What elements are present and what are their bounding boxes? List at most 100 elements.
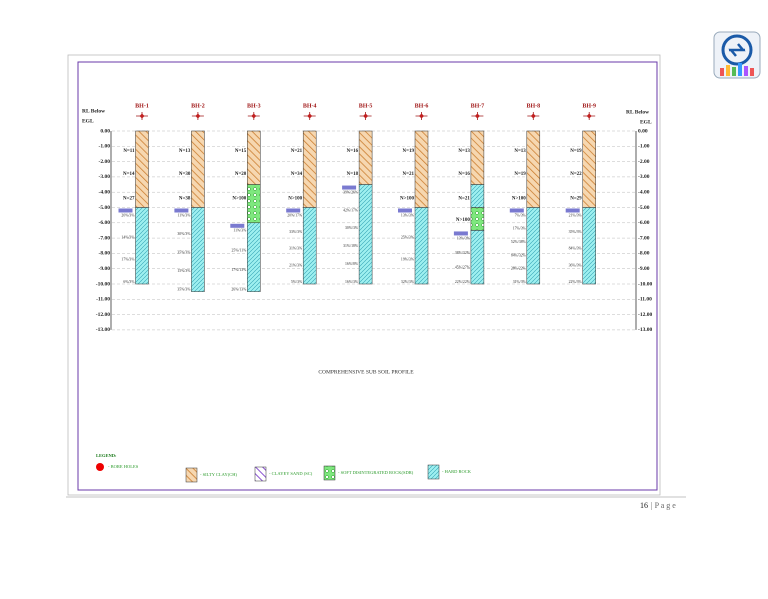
depth-label: -6.00 bbox=[99, 220, 111, 226]
legend-swatch bbox=[427, 464, 440, 480]
n-value: N>100 bbox=[512, 196, 526, 201]
rock-badge bbox=[342, 185, 357, 190]
n-value: N=19 bbox=[570, 149, 582, 154]
borehole-marker bbox=[251, 113, 257, 119]
lab-note: 11%/3% bbox=[233, 229, 247, 233]
lab-note: 38%/32% bbox=[455, 251, 471, 255]
n-value: N=19 bbox=[514, 172, 526, 177]
lab-note: 28%/22% bbox=[511, 267, 527, 271]
lab-note: 19%/3% bbox=[401, 258, 415, 262]
depth-label: -5.00 bbox=[638, 205, 650, 211]
n-value: N>100 bbox=[232, 196, 246, 201]
lab-note: 7%/3% bbox=[515, 213, 527, 217]
legend-borehole-symbol bbox=[96, 463, 104, 471]
lab-note: 16%/8% bbox=[345, 262, 359, 266]
lab-note: 22%/3% bbox=[569, 280, 583, 284]
rock-badge bbox=[230, 223, 245, 228]
lab-note: 20%/3% bbox=[121, 213, 135, 217]
logo bbox=[713, 31, 761, 79]
rock-badge bbox=[398, 208, 412, 213]
soil-layer bbox=[191, 130, 205, 208]
legend-swatch bbox=[323, 465, 336, 481]
lab-note: 14%/3% bbox=[121, 236, 135, 240]
lab-note: 84%/32% bbox=[511, 253, 527, 257]
depth-label: -2.00 bbox=[99, 159, 111, 165]
borehole-name: BH-9 bbox=[582, 103, 596, 109]
n-value: N=21 bbox=[403, 172, 415, 177]
rl-label: RL Below bbox=[82, 108, 105, 114]
page-word: | P a g e bbox=[651, 501, 676, 510]
soil-layer bbox=[247, 130, 261, 185]
lab-note: 26%/13% bbox=[231, 288, 247, 292]
lab-note: 35%/3% bbox=[569, 230, 583, 234]
borehole-name: BH-8 bbox=[526, 103, 540, 109]
soil-layer bbox=[470, 130, 485, 185]
n-value: N=27 bbox=[123, 196, 135, 201]
rock-badge bbox=[453, 231, 468, 236]
borehole-name: BH-1 bbox=[135, 103, 149, 109]
depth-label: -1.00 bbox=[99, 144, 111, 150]
n-value: N=21 bbox=[291, 149, 303, 154]
n-value: N=13 bbox=[179, 149, 191, 154]
lab-note: 25%/3% bbox=[401, 236, 415, 240]
lab-note: 32%/3% bbox=[401, 280, 415, 284]
soil-layer bbox=[302, 130, 317, 208]
n-value: N=21 bbox=[458, 196, 470, 201]
rock-badge bbox=[509, 208, 524, 213]
depth-label: -3.00 bbox=[99, 174, 111, 180]
legend-label: - CLAYEY SAND (SC) bbox=[269, 471, 313, 476]
depth-label: -13.00 bbox=[96, 327, 110, 333]
soil-layer bbox=[358, 184, 373, 285]
soil-layer bbox=[135, 207, 149, 285]
lab-note: 33%/3% bbox=[289, 230, 303, 234]
borehole-name: BH-7 bbox=[471, 103, 485, 109]
depth-label: -2.00 bbox=[638, 159, 650, 165]
lab-note: 30%/3% bbox=[345, 226, 359, 230]
legend-swatch bbox=[254, 466, 267, 482]
n-value: N=13 bbox=[458, 149, 470, 154]
n-value: N>100 bbox=[288, 196, 302, 201]
lab-note: 52%/38% bbox=[511, 240, 527, 244]
soil-layer bbox=[526, 130, 541, 208]
depth-label: -10.00 bbox=[96, 281, 110, 287]
rock-badge bbox=[118, 208, 133, 213]
lab-note: 36%/3% bbox=[569, 263, 583, 267]
depth-label: -8.00 bbox=[638, 251, 650, 257]
lab-note: 84%/3% bbox=[569, 247, 583, 251]
profile-title: COMPREHENSIVE SUB SOIL PROFILE bbox=[318, 369, 414, 375]
n-value: N=14 bbox=[123, 172, 135, 177]
lab-note: 6%/3% bbox=[123, 280, 135, 284]
n-value: N>100 bbox=[456, 218, 470, 223]
borehole-marker bbox=[586, 113, 592, 119]
depth-label: -7.00 bbox=[638, 235, 650, 241]
lab-note: 31%/3% bbox=[289, 247, 303, 251]
soil-layer bbox=[470, 230, 485, 285]
n-value: N=34 bbox=[291, 172, 303, 177]
rock-badge bbox=[286, 208, 301, 213]
soil-layer bbox=[414, 130, 429, 208]
depth-label: -4.00 bbox=[638, 189, 650, 195]
lab-note: 13%/3% bbox=[457, 236, 471, 240]
depth-label: -11.00 bbox=[96, 297, 110, 303]
lab-note: 16%/3% bbox=[345, 280, 359, 284]
lab-note: 35%/3% bbox=[177, 250, 191, 254]
borehole-marker bbox=[195, 113, 201, 119]
n-value: N=19 bbox=[403, 149, 415, 154]
drawing-frame bbox=[77, 61, 658, 491]
lab-note: 21%/3% bbox=[289, 263, 303, 267]
depth-label: -3.00 bbox=[638, 174, 650, 180]
borehole-marker bbox=[363, 113, 369, 119]
soil-layer bbox=[470, 184, 485, 208]
legend-swatch bbox=[185, 467, 198, 483]
n-value: N=22 bbox=[570, 172, 582, 177]
legend-label: - SILTY CLAY(CH) bbox=[200, 472, 238, 477]
borehole-name: BH-6 bbox=[415, 103, 429, 109]
soil-layer bbox=[135, 130, 149, 208]
soil-layer bbox=[302, 207, 317, 285]
borehole-name: BH-5 bbox=[359, 103, 373, 109]
n-value: N=16 bbox=[347, 149, 359, 154]
lab-note: 22%/22% bbox=[455, 280, 471, 284]
n-value: N=13 bbox=[514, 149, 526, 154]
lab-note: 5%/3% bbox=[291, 280, 303, 284]
